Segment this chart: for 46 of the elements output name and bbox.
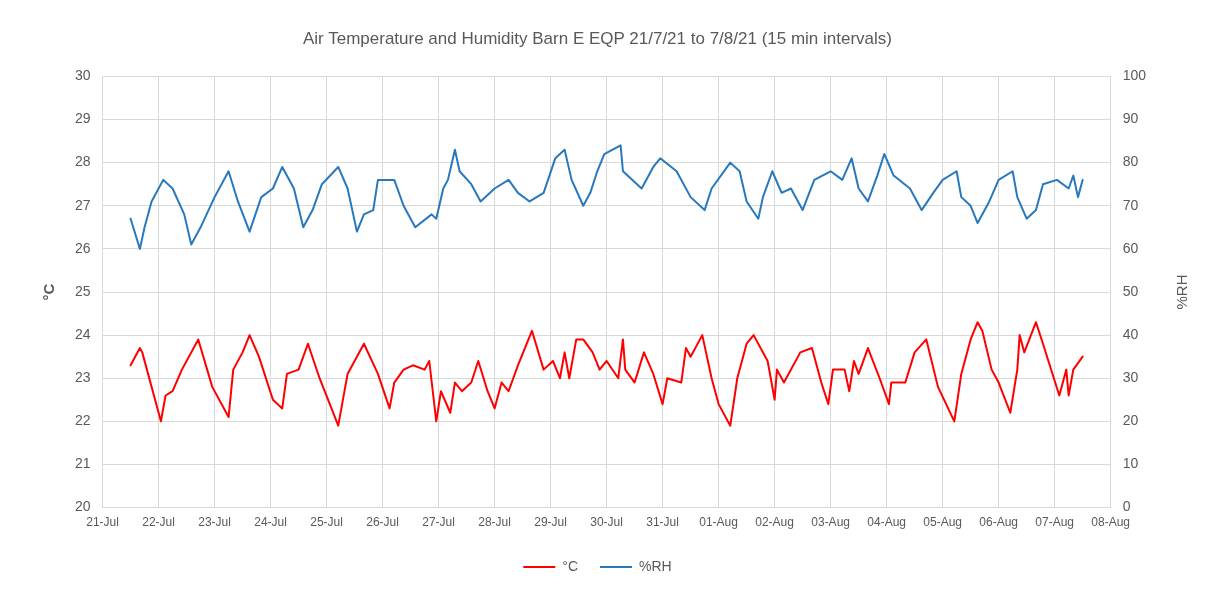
y-tick-label: 25 (74, 282, 91, 299)
y2-tick-label: 90 (1122, 110, 1139, 127)
y-tick-label: 27 (74, 196, 91, 213)
y-tick-label: 21 (74, 455, 91, 472)
y-axis-title: °C (40, 283, 58, 301)
x-tick-label: 07-Aug (1035, 515, 1074, 530)
y-tick-label: 30 (74, 67, 91, 84)
y2-tick-label: 20 (1122, 412, 1139, 429)
y2-tick-label: 0 (1122, 498, 1131, 515)
y2-tick-label: 100 (1122, 67, 1147, 84)
x-tick-label: 26-Jul (366, 515, 399, 530)
x-tick-label: 08-Aug (1091, 515, 1130, 530)
y2-tick-label: 50 (1122, 282, 1139, 299)
y2-tick-label: 10 (1122, 455, 1139, 472)
x-tick-label: 04-Aug (867, 515, 906, 530)
x-tick-label: 31-Jul (646, 515, 679, 530)
y-tick-label: 28 (74, 153, 91, 170)
y2-tick-label: 70 (1122, 196, 1139, 213)
chart-title: Air Temperature and Humidity Barn E EQP 21/7/21 to 7/8/21 (15 min intervals) (303, 28, 892, 48)
x-tick-label: 25-Jul (310, 515, 343, 530)
x-tick-label: 24-Jul (254, 515, 287, 530)
x-tick-label: 21-Jul (86, 515, 119, 530)
x-tick-label: 02-Aug (755, 515, 794, 530)
y2-tick-label: 60 (1122, 239, 1139, 256)
y-tick-label: 23 (74, 369, 91, 386)
x-tick-label: 27-Jul (422, 515, 455, 530)
x-tick-label: 01-Aug (699, 515, 738, 530)
y2-tick-label: 30 (1122, 369, 1139, 386)
y-tick-label: 29 (74, 110, 91, 127)
y-tick-label: 20 (74, 498, 91, 515)
x-tick-label: 30-Jul (590, 515, 623, 530)
y2-tick-label: 80 (1122, 153, 1139, 170)
x-tick-label: 28-Jul (478, 515, 511, 530)
legend-label: %RH (639, 557, 672, 574)
y2-axis-title: %RH (1173, 274, 1191, 310)
x-tick-label: 06-Aug (979, 515, 1018, 530)
x-tick-label: 22-Jul (142, 515, 175, 530)
x-tick-label: 23-Jul (198, 515, 231, 530)
y2-tick-label: 40 (1122, 325, 1139, 342)
legend-label: °C (562, 557, 579, 574)
x-tick-label: 29-Jul (534, 515, 567, 530)
y-tick-label: 22 (74, 412, 91, 429)
x-tick-label: 03-Aug (811, 515, 850, 530)
y-tick-label: 26 (74, 239, 91, 256)
x-tick-label: 05-Aug (923, 515, 962, 530)
y-tick-label: 24 (74, 325, 91, 342)
